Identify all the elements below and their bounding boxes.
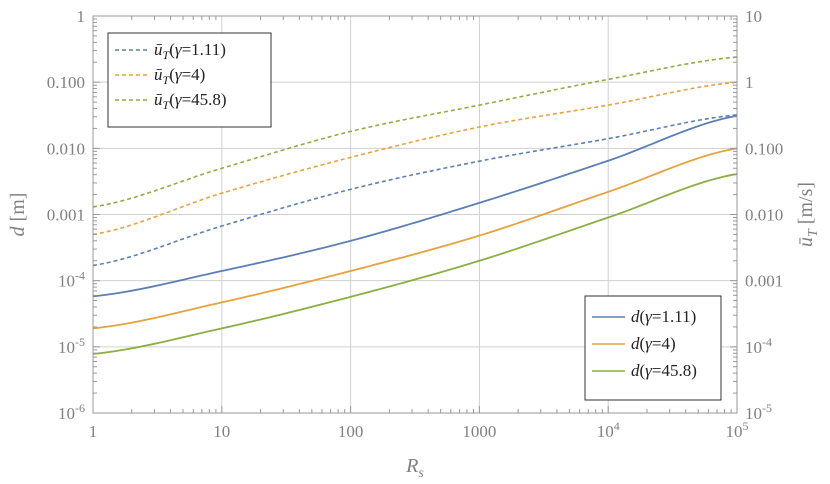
legend-label: ūT(γ=4)	[154, 65, 205, 87]
legend-label: d(γ=1.11)	[631, 307, 696, 326]
left-tick-label: 0.010	[47, 139, 85, 158]
legend-top-left: ūT(γ=1.11) ūT(γ=4) ūT(γ=45.8)	[107, 32, 272, 128]
series-line-d_1.11	[92, 114, 738, 298]
left-tick-label: 10-6	[58, 401, 85, 423]
legend-label: ūT(γ=1.11)	[154, 40, 226, 62]
right-tick-label: 10-4	[745, 335, 772, 357]
series-line-u_1.11	[92, 114, 738, 267]
x-tick-label: 1	[89, 422, 98, 441]
series-line-d_4	[92, 147, 738, 330]
right-tick-label: 10	[745, 7, 762, 26]
right-tick-label: 10-5	[745, 401, 772, 423]
left-tick-label: 0.100	[47, 73, 85, 92]
legend-box	[107, 32, 272, 128]
legend-label: ūT(γ=45.8)	[154, 90, 227, 112]
series-line-d_45.8	[92, 173, 738, 355]
legend-label: d(γ=45.8)	[631, 361, 697, 380]
x-tick-label: 10	[213, 422, 230, 441]
right-tick-label: 0.001	[745, 272, 783, 291]
right-axis-label: ūT [m/s]	[795, 182, 821, 247]
series-line-u_45.8	[92, 56, 738, 208]
right-tick-label: 1	[745, 73, 754, 92]
left-tick-label: 0.001	[47, 206, 85, 225]
axis-labels: Rs d [m] ūT [m/s]	[7, 182, 821, 481]
x-tick-label: 100	[338, 422, 364, 441]
legend-box	[584, 295, 722, 401]
left-tick-label: 10-5	[58, 335, 85, 357]
left-axis-label: d [m]	[7, 193, 29, 237]
x-tick-label: 104	[597, 419, 620, 441]
series-line-u_4	[92, 81, 738, 236]
legends: ūT(γ=1.11)ūT(γ=4)ūT(γ=45.8)d(γ=1.11)d(γ=…	[107, 32, 722, 401]
right-tick-label: 0.100	[745, 139, 783, 158]
x-tick-label: 105	[726, 419, 749, 441]
series-layer	[92, 56, 738, 355]
legend-bottom-right: d(γ=1.11) d(γ=4) d(γ=45.8)	[584, 295, 722, 401]
x-axis-label: Rs	[405, 455, 424, 481]
left-tick-label: 10-4	[58, 269, 85, 291]
x-tick-label: 1000	[462, 422, 496, 441]
legend-label: d(γ=4)	[631, 334, 676, 353]
ticks: 1 10 100 1000 104 105 10-6 10-5 10-4 0.001 0.010 0.…	[47, 7, 784, 441]
left-tick-label: 1	[77, 7, 86, 26]
right-tick-label: 0.010	[745, 206, 783, 225]
